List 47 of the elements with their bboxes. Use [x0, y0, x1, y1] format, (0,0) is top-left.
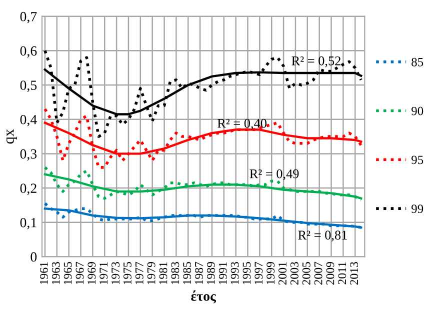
legend-label: 95 [412, 156, 424, 164]
x-tick-label: 1995 [242, 262, 251, 284]
legend-label: 85 [412, 58, 424, 66]
y-tick-label: 0,3 [20, 149, 37, 161]
x-tick-label: 2003 [290, 262, 298, 285]
x-tick-label: 2013 [350, 262, 358, 285]
x-tick-label: 1965 [64, 262, 72, 284]
y-tick-label: 0 [30, 252, 37, 262]
x-tick-label: 1973 [112, 262, 120, 284]
y-tick-label: 0,4 [20, 114, 37, 126]
y-tick-label: 0,2 [20, 184, 36, 195]
x-tick-label: 1977 [135, 262, 144, 284]
x-tick-label: 1997 [254, 262, 263, 284]
x-tick-label: 1975 [123, 262, 132, 284]
x-tick-label: 2005 [302, 262, 310, 285]
y-tick-label: 0,6 [20, 46, 37, 58]
x-tick-label: 1989 [206, 262, 215, 284]
annotation: R² = 0,40 [217, 118, 266, 130]
x-tick-label: 1981 [159, 262, 168, 284]
annotation: R² = 0,49 [250, 169, 299, 180]
annotation: R² = 0,81 [298, 230, 347, 242]
x-tick-label: 1985 [183, 262, 192, 284]
legend-label: 90 [412, 106, 424, 116]
x-tick-label: 1999 [266, 262, 275, 284]
annotation: R² = 0,52 [292, 56, 340, 68]
x-tick-label: 1967 [76, 262, 84, 284]
x-tick-label: 1987 [195, 262, 203, 284]
x-tick-label: 2007 [314, 262, 322, 285]
line-series [44, 49, 362, 138]
y-tick-label: 0,5 [20, 80, 37, 92]
x-tick-label: 2011 [338, 262, 346, 284]
x-tick-label: 1991 [218, 262, 227, 284]
x-tick-label: 1963 [52, 262, 60, 284]
x-tick-label: 1979 [147, 262, 156, 284]
x-tick-label: 2009 [326, 262, 334, 285]
x-tick-label: 1971 [100, 262, 108, 284]
x-tick-label: 1969 [88, 262, 96, 284]
x-tick-label: 1993 [230, 262, 239, 284]
y-axis-title: qx [6, 129, 17, 144]
y-tick-label: 0,1 [20, 218, 36, 230]
x-tick-label: 1983 [171, 262, 180, 284]
x-tick-label: 2001 [278, 262, 286, 285]
line-series [44, 108, 362, 169]
x-tick-label: 1961 [40, 262, 48, 284]
legend-label: 99 [412, 204, 424, 214]
y-tick-label: 0,7 [20, 12, 37, 24]
x-axis-title: έτος [191, 290, 216, 304]
